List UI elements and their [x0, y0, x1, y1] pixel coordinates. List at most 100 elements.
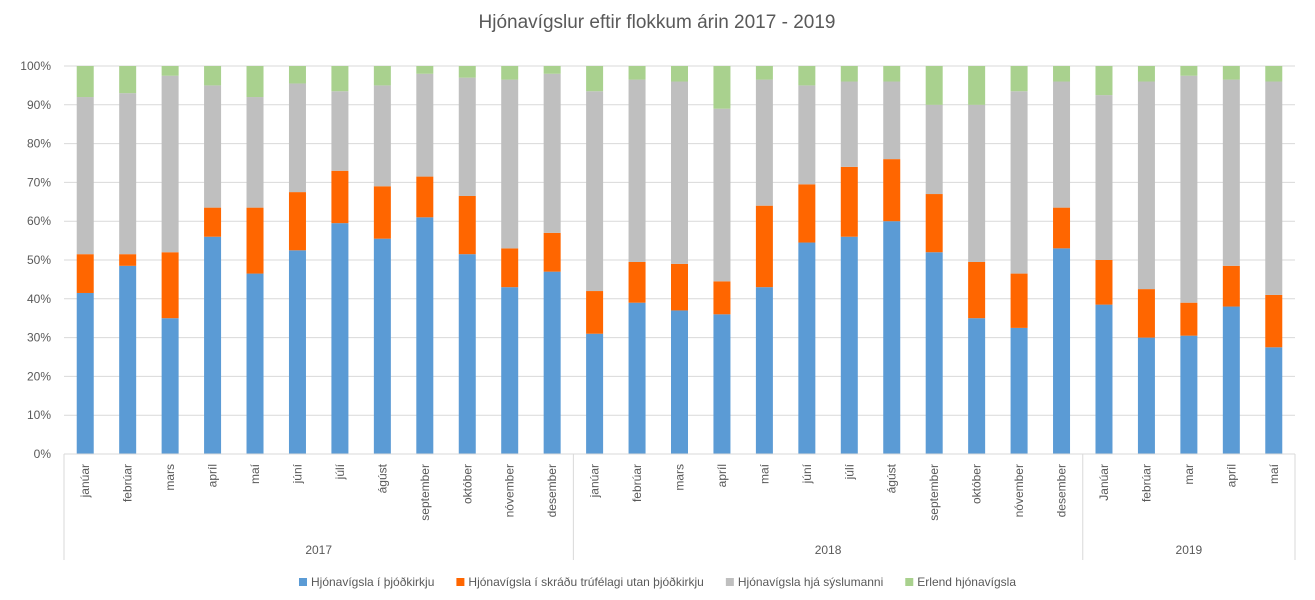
bar-segment-series-4 [1265, 66, 1283, 82]
legend-item: Hjónavígsla í þjóðkirkju [298, 575, 434, 589]
bar-segment-series-2 [883, 159, 901, 222]
bar-segment-series-3 [840, 81, 858, 167]
bar-segment-series-1 [76, 292, 94, 454]
bar-segment-series-4 [1010, 66, 1028, 92]
bar-segment-series-2 [925, 194, 943, 253]
legend-swatch [725, 578, 734, 586]
legend-label: Hjónavígsla í þjóðkirkju [311, 575, 434, 589]
group-label: 2018 [815, 543, 842, 557]
bar-segment-series-2 [798, 184, 816, 243]
bar-segment-series-3 [1137, 81, 1155, 290]
y-tick-label: 10% [27, 408, 51, 422]
bar-segment-series-4 [798, 66, 816, 86]
bar-segment-series-4 [458, 66, 476, 78]
bar-segment-series-2 [1010, 273, 1028, 328]
x-tick-label: apríl [715, 464, 729, 487]
legend-label: Erlend hjónavígsla [917, 575, 1016, 589]
legend-item: Hjónavígsla í skráðu trúfélagi utan þjóð… [456, 575, 704, 589]
bar-segment-series-1 [1053, 248, 1071, 454]
x-axis: janúar febrúar mars apríl maí júní júlí ágúst se… [63, 453, 1296, 560]
bar-segment-series-4 [1180, 66, 1198, 76]
bar-segment-series-1 [840, 236, 858, 454]
bar-segment-series-2 [246, 207, 264, 274]
x-tick-label: júlí [842, 463, 856, 480]
x-tick-label: febrúar [630, 464, 644, 502]
bar-segment-series-4 [288, 66, 306, 84]
bar-segment-series-2 [331, 170, 349, 224]
bar-segment-series-2 [416, 176, 434, 218]
x-tick-label: desember [545, 464, 559, 517]
bar-segment-series-2 [1180, 302, 1198, 336]
bar-segment-series-2 [501, 248, 519, 288]
bar-segment-series-1 [204, 236, 222, 454]
x-tick-label: apríl [1224, 464, 1238, 487]
bar-segment-series-2 [628, 261, 646, 303]
bar-segment-series-3 [76, 97, 94, 255]
bar-segment-series-3 [968, 104, 986, 262]
bar-segment-series-2 [1053, 207, 1071, 249]
bar-segment-series-2 [543, 232, 561, 272]
bar-segment-series-3 [586, 91, 604, 292]
legend-swatch [456, 578, 465, 586]
bar-segment-series-2 [458, 195, 476, 255]
x-tick-label: júní [800, 463, 814, 484]
bar-segment-series-4 [671, 66, 688, 82]
bar-segment-series-1 [1137, 337, 1155, 454]
bar-segment-series-2 [671, 263, 688, 311]
bar-segment-series-4 [755, 66, 773, 80]
bar-segment-series-4 [1095, 66, 1113, 96]
x-tick-label: febrúar [1139, 464, 1153, 502]
x-tick-label: apríl [206, 464, 220, 487]
group-label: 2019 [1176, 543, 1203, 557]
legend: Hjónavígsla í þjóðkirkju Hjónavígsla í sk… [298, 575, 1016, 589]
bar-segment-series-1 [628, 302, 646, 454]
bar-segment-series-2 [713, 281, 731, 315]
bar-segment-series-3 [119, 93, 137, 255]
bar-segment-series-2 [840, 166, 858, 237]
bar-segment-series-4 [416, 66, 434, 74]
bar-segment-series-4 [1137, 66, 1155, 82]
bar-segment-series-1 [543, 271, 561, 454]
bar-segment-series-4 [501, 66, 519, 80]
bar-segment-series-1 [458, 254, 476, 454]
bar-segment-series-2 [1137, 289, 1155, 338]
bar-segment-series-3 [1053, 81, 1071, 208]
bar-segment-series-3 [416, 73, 434, 177]
bar-segment-series-3 [161, 75, 179, 253]
bar-segment-series-3 [458, 77, 476, 196]
x-tick-label: maí [757, 463, 771, 484]
bar-segment-series-3 [1010, 91, 1028, 274]
bar-segment-series-4 [968, 66, 986, 105]
x-tick-label: ágúst [375, 463, 389, 493]
y-tick-label: 90% [27, 98, 51, 112]
bar-segment-series-3 [331, 91, 349, 171]
bar-segment-series-1 [1222, 306, 1240, 454]
bar-segment-series-2 [288, 192, 306, 251]
bar-segment-series-1 [331, 223, 349, 454]
bar-segment-series-3 [288, 83, 306, 193]
x-tick-label: september [927, 464, 941, 521]
group-label: 2017 [305, 543, 332, 557]
y-tick-label: 80% [27, 137, 51, 151]
bar-segment-series-1 [1265, 347, 1283, 454]
x-tick-label: Janúar [1097, 464, 1111, 501]
bar-segment-series-4 [161, 66, 179, 76]
bar-segment-series-3 [1180, 75, 1198, 303]
x-tick-label: júlí [333, 463, 347, 480]
bar-segment-series-4 [246, 66, 264, 98]
bar-segment-series-4 [331, 66, 349, 92]
bar-segment-series-2 [1222, 265, 1240, 307]
bar-segment-series-4 [713, 66, 731, 109]
legend-item: Erlend hjónavígsla [905, 575, 1016, 589]
bar-segment-series-3 [713, 108, 731, 282]
bar-segment-series-4 [883, 66, 901, 82]
bar-segment-series-3 [1222, 79, 1240, 266]
bar-segment-series-4 [204, 66, 222, 86]
bar-segment-series-3 [1095, 95, 1113, 260]
bar-segment-series-1 [883, 221, 901, 454]
legend-swatch [298, 578, 307, 586]
y-tick-label: 100% [20, 59, 51, 73]
bar-segment-series-1 [373, 238, 391, 454]
bar-segment-series-4 [925, 66, 943, 105]
